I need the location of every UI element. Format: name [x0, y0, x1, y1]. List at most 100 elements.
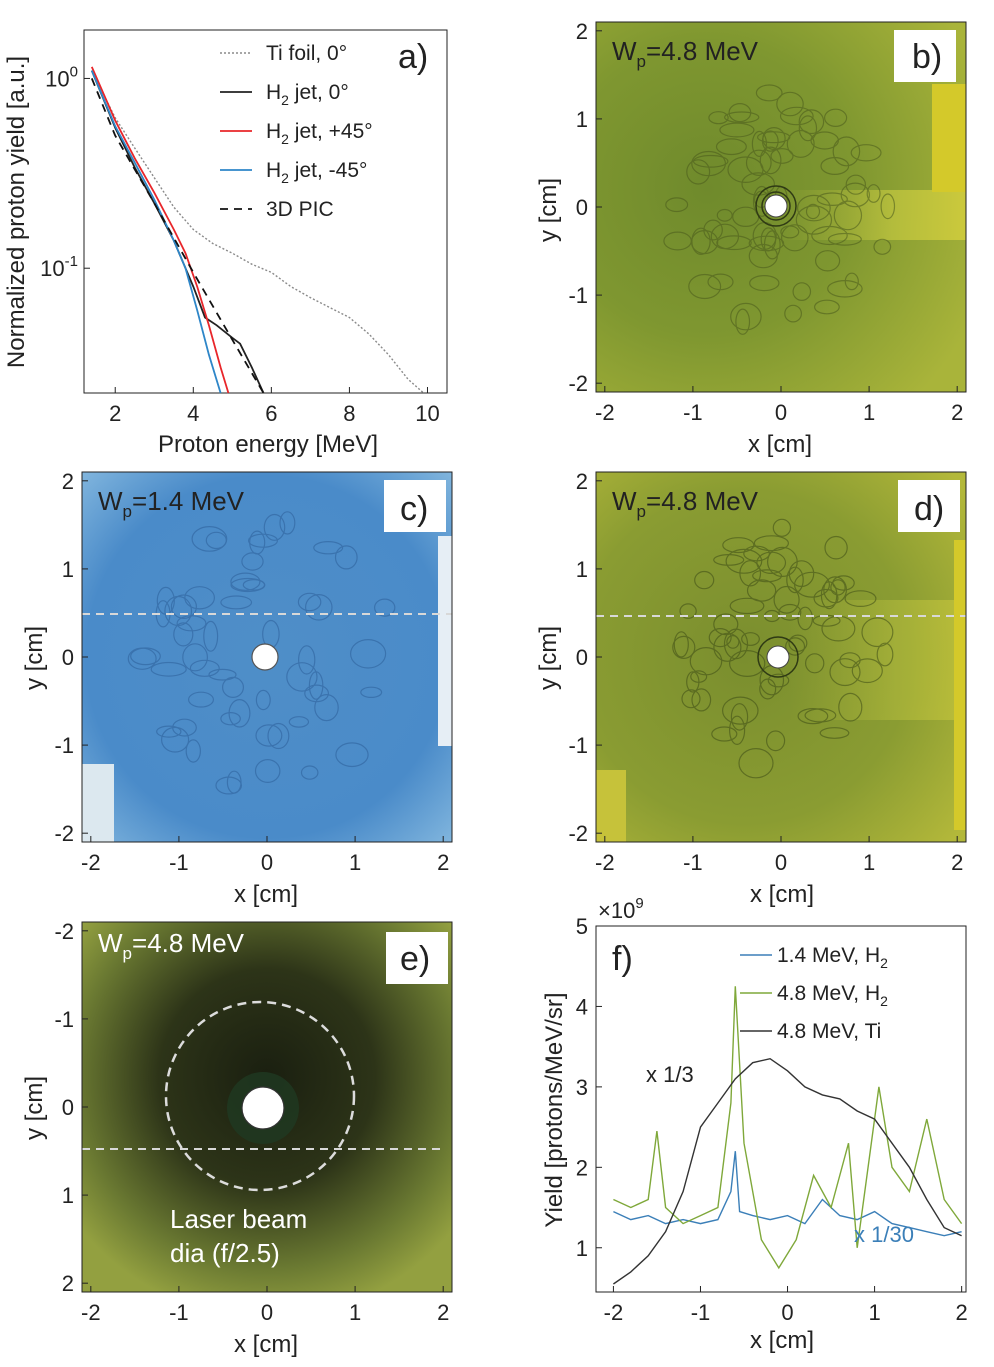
- film-texture-cell: [797, 606, 813, 631]
- panel-b-ring-inner: [761, 191, 791, 221]
- panel-d-texture: [672, 518, 894, 779]
- film-texture-cell: [694, 570, 715, 590]
- panel-b-x-tick-label: 2: [951, 400, 963, 425]
- film-texture-cell: [830, 579, 846, 596]
- film-texture-cell: [823, 108, 848, 128]
- film-texture-cell: [840, 182, 871, 208]
- panel-e-label-box: [386, 932, 448, 984]
- film-texture-cell: [184, 586, 216, 610]
- panel-c-film-edge: [438, 536, 452, 746]
- panel-f-note-h2: x 1/30: [854, 1222, 914, 1247]
- panel-d-x-tick-label: 2: [951, 850, 963, 875]
- film-texture-cell: [350, 638, 387, 669]
- film-texture-cell: [730, 302, 762, 331]
- film-texture-cell: [745, 149, 772, 176]
- panel-f-y-tick-label: 4: [576, 994, 588, 1019]
- film-texture-cell: [279, 511, 296, 535]
- panel-e-y-tick-label: 1: [62, 1183, 74, 1208]
- panel-f-y-tick-label: 5: [576, 914, 588, 939]
- panel-c: -2 -1 0 1 2 2 1 0 -1 -2 x [cm] y [cm] Wp=1.4 MeV…: [21, 469, 453, 908]
- film-texture-cell: [827, 279, 863, 298]
- panel-b-x-tick-label: -1: [683, 400, 703, 425]
- panel-e-x-tick-label: 0: [261, 1300, 273, 1325]
- panel-c-texture: [127, 511, 396, 795]
- panel-f-plot-area: [595, 925, 967, 1293]
- film-texture-cell: [185, 739, 201, 763]
- panel-c-energy-label: Wp=1.4 MeV: [98, 486, 245, 521]
- film-texture-cell: [785, 637, 806, 656]
- panel-d-label: d): [914, 490, 944, 528]
- panel-e-center-hole: [241, 1086, 285, 1130]
- film-texture-cell: [760, 227, 777, 252]
- panel-f-y-tick-label: 2: [576, 1155, 588, 1180]
- film-texture-cell: [313, 541, 344, 555]
- film-texture-cell: [797, 707, 829, 725]
- panel-c-y-tick-label: -1: [54, 733, 74, 758]
- film-texture-cell: [816, 192, 848, 206]
- panel-b-y-tick-label: 0: [576, 195, 588, 220]
- panel-d-x-tick-label: 1: [863, 850, 875, 875]
- panel-a-legend-label: H2 jet, +45°: [266, 120, 373, 147]
- panel-e-x-tick-label: 2: [437, 1300, 449, 1325]
- panel-b-x-tick-label: 0: [775, 400, 787, 425]
- panel-f-y-axis-label: Yield [protons/MeV/sr]: [541, 992, 568, 1227]
- film-texture-cell: [780, 224, 809, 252]
- film-texture-cell: [703, 219, 723, 241]
- film-texture-cell: [876, 642, 894, 667]
- panel-a-legend-label: H2 jet, -45°: [266, 159, 367, 186]
- film-texture-cell: [729, 649, 766, 677]
- film-texture-cell: [297, 592, 322, 612]
- panel-a-series-line-2: [90, 66, 230, 394]
- panel-b-x-tick-label: 1: [863, 400, 875, 425]
- panel-c-x-tick-label: 2: [437, 850, 449, 875]
- film-texture-cell: [778, 603, 802, 621]
- panel-f-x-tick-label: -2: [604, 1300, 624, 1325]
- panel-e-y-tick-label: 0: [62, 1095, 74, 1120]
- film-texture-cell: [673, 631, 689, 658]
- film-texture-cell: [188, 691, 215, 708]
- panel-e-energy-label: Wp=4.8 MeV: [98, 928, 245, 963]
- panel-b-label: b): [912, 38, 942, 76]
- panel-f-x-tick-label: 0: [781, 1300, 793, 1325]
- film-texture-cell: [708, 627, 732, 648]
- panel-b-film-band: [780, 190, 966, 240]
- film-texture-cell: [805, 653, 825, 674]
- film-texture-cell: [749, 275, 780, 292]
- film-texture-cell: [730, 703, 749, 731]
- panel-e-laser-beam-circle: [164, 1000, 356, 1192]
- panel-d-x-tick-label: 0: [775, 850, 787, 875]
- film-texture-cell: [156, 725, 182, 738]
- film-texture-cell: [748, 243, 778, 269]
- panel-a-x-axis-label: Proton energy [MeV]: [158, 431, 378, 458]
- panel-f-multiplier: ×109: [598, 895, 644, 923]
- film-texture-cell: [222, 676, 245, 699]
- film-texture-cell: [722, 537, 755, 554]
- panel-e-x-axis-label: x [cm]: [234, 1331, 298, 1358]
- panel-a-legend: Ti foil, 0° H2 jet, 0° H2 jet, +45° H2 jet,…: [220, 42, 373, 221]
- film-texture-cell: [839, 652, 861, 669]
- film-texture-cell: [150, 661, 187, 677]
- panel-a-x-ticks: 2 4 6 8 10: [109, 387, 440, 426]
- film-texture-cell: [759, 146, 782, 175]
- panel-f-legend: 1.4 MeV, H2 4.8 MeV, H2 4.8 MeV, Ti: [740, 944, 888, 1043]
- film-texture-cell: [304, 684, 330, 703]
- panel-a: 2 4 6 8 10 100 10-1 Ti foil, 0° H2 jet, 0° H2 j…: [3, 29, 448, 458]
- panel-e-x-tick-label: 1: [349, 1300, 361, 1325]
- film-texture-cell: [838, 692, 863, 722]
- panel-d-y-tick-label: 0: [576, 645, 588, 670]
- panel-e: -2 -1 0 1 2 -2 -1 0 1 2 x [cm] y [cm] Wp=4.8 MeV…: [21, 919, 453, 1358]
- panel-c-x-tick-label: 1: [349, 850, 361, 875]
- film-texture-cell: [759, 678, 777, 700]
- film-texture-cell: [797, 194, 831, 222]
- film-texture-cell: [298, 645, 316, 675]
- panel-f-x-tick-label: 1: [868, 1300, 880, 1325]
- panel-d-label-box: [898, 480, 960, 532]
- panel-f-note-ti: x 1/3: [646, 1062, 694, 1087]
- panel-a-x-tick-label: 10: [415, 401, 439, 426]
- film-texture-cell: [832, 575, 855, 591]
- panel-f-legend-label: 4.8 MeV, Ti: [777, 1020, 881, 1043]
- film-texture-cell: [728, 715, 746, 746]
- panel-d-y-tick-label: 1: [576, 557, 588, 582]
- film-texture-cell: [663, 231, 692, 251]
- film-texture-cell: [713, 613, 739, 636]
